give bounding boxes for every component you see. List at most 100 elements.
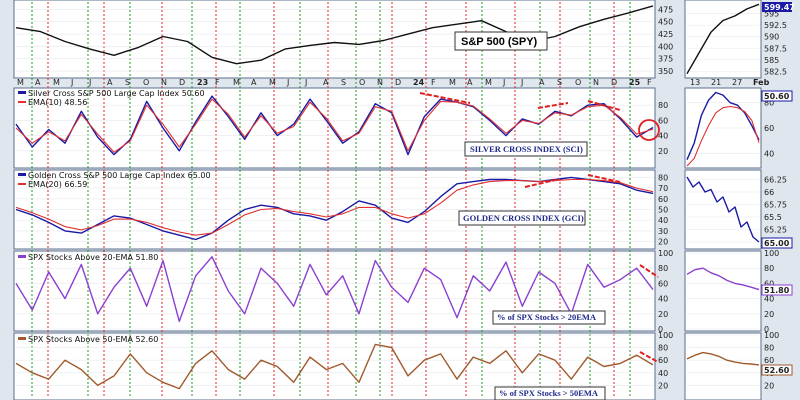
mini-x-label-3: Feb: [753, 78, 770, 87]
series-layer: [15, 3, 760, 390]
spy-last-value: 599.47: [764, 3, 795, 12]
y-tick-1-2: 587.5: [764, 44, 787, 53]
ema20-legend-main: SPX Stocks Above 20-EMA 51.80: [28, 253, 158, 262]
y-tick-9-4: 100: [764, 331, 779, 340]
month-label-9: D: [179, 78, 185, 87]
sci-legend: Silver Cross S&P 500 Large Cap Index 50.…: [18, 89, 205, 107]
y-tick-5-2: 65.5: [764, 213, 782, 222]
y-tick-2-0: 20: [658, 147, 668, 156]
month-label-7: O: [143, 78, 149, 87]
y-tick-3-1: 60: [764, 124, 774, 133]
month-label-16: J: [304, 78, 307, 87]
sci-legend-main: Silver Cross S&P 500 Large Cap Index 50.…: [28, 89, 205, 98]
trend-arrow-20ema: [639, 264, 659, 278]
month-label-5: A: [107, 78, 113, 87]
y-tick-5-3: 65.75: [764, 201, 787, 210]
y-tick-8-3: 80: [658, 344, 668, 353]
sci-label-box: SILVER CROSS INDEX (SCI): [464, 141, 588, 157]
y-tick-9-2: 60: [764, 356, 774, 365]
y-tick-0-1: 375: [658, 55, 673, 64]
month-label-35: F: [647, 78, 652, 87]
month-label-24: M: [449, 78, 456, 87]
ema20-last-value: 51.80: [764, 286, 790, 295]
gci-label-box: GOLDEN CROSS INDEX (GCI): [458, 210, 586, 226]
month-label-12: M: [233, 78, 240, 87]
ema50-label: % of SPX Stocks > 50EMA: [499, 388, 599, 398]
month-label-8: N: [161, 78, 167, 87]
month-label-18: S: [341, 78, 346, 87]
y-tick-4-4: 60: [658, 195, 668, 204]
y-tick-4-5: 70: [658, 184, 668, 193]
month-label-10: 23: [197, 78, 208, 87]
y-tick-7-1: 20: [764, 310, 774, 319]
y-tick-0-2: 400: [658, 42, 673, 51]
y-tick-8-0: 20: [658, 381, 668, 390]
y-tick-0-0: 350: [658, 67, 673, 76]
y-tick-6-1: 20: [658, 310, 668, 319]
y-tick-8-4: 100: [658, 331, 673, 340]
trend-arrow-gci-1: [524, 178, 561, 188]
mini-x-label-1: 21: [711, 78, 721, 87]
y-tick-8-1: 40: [658, 369, 668, 378]
y-tick-5-4: 66: [764, 188, 774, 197]
month-label-13: A: [251, 78, 257, 87]
ema50-last-value: 52.60: [764, 366, 790, 375]
month-label-28: J: [520, 78, 523, 87]
y-tick-0-4: 450: [658, 18, 673, 27]
month-label-23: F: [431, 78, 436, 87]
crossover-circle: [638, 119, 660, 141]
y-tick-1-0: 582.5: [764, 67, 787, 76]
y-tick-2-3: 80: [658, 101, 668, 110]
y-tick-7-0: 0: [764, 325, 769, 334]
cycle-marker-lines: [31, 2, 631, 398]
sci-legend-ema: EMA(10) 48.56: [28, 98, 87, 107]
month-label-2: M: [53, 78, 60, 87]
trend-arrow-sci-3: [587, 100, 621, 111]
trend-arrow-sci-2: [537, 102, 569, 109]
series-line-9-0: [686, 351, 760, 366]
trend-annotations: [419, 92, 660, 363]
y-tick-4-1: 30: [658, 227, 668, 236]
y-tick-4-3: 50: [658, 206, 668, 215]
month-label-14: M: [269, 78, 276, 87]
tick-labels: 350375400425450475582.5585587.5590592.55…: [658, 5, 787, 390]
y-tick-6-0: 0: [658, 325, 663, 334]
month-label-17: A: [323, 78, 329, 87]
y-tick-6-2: 40: [658, 295, 668, 304]
month-label-22: 24: [413, 78, 425, 87]
y-tick-2-2: 60: [658, 116, 668, 125]
ema50-legend-main: SPX Stocks Above 50-EMA 52.60: [28, 335, 158, 344]
y-tick-9-3: 80: [764, 344, 774, 353]
y-tick-4-0: 20: [658, 238, 668, 247]
gci-legend-main: Golden Cross S&P 500 Large Cap Index 65.…: [28, 171, 211, 180]
spy-title-box: S&P 500 (SPY): [454, 31, 548, 51]
y-tick-7-3: 60: [764, 279, 774, 288]
month-label-27: J: [502, 78, 505, 87]
gci-legend: Golden Cross S&P 500 Large Cap Index 65.…: [18, 171, 211, 189]
ema20-label-box: % of SPX Stocks > 20EMA: [492, 310, 606, 325]
series-line-5-0: [686, 176, 760, 243]
y-tick-7-5: 100: [764, 249, 779, 258]
month-label-32: N: [593, 78, 599, 87]
month-label-30: S: [557, 78, 562, 87]
trend-arrow-50ema: [639, 351, 659, 363]
spy-title: S&P 500 (SPY): [461, 36, 538, 48]
gci-last-value: 65.00: [764, 239, 790, 248]
trend-arrow-sci-1: [419, 92, 471, 104]
month-label-3: J: [70, 78, 73, 87]
month-label-19: O: [359, 78, 365, 87]
gci-legend-ema: EMA(20) 66.59: [28, 180, 87, 189]
month-label-6: S: [125, 78, 130, 87]
y-tick-9-0: 20: [764, 381, 774, 390]
month-axis: M A M J J A S O N D 23 F M A M J J A S O N D 24 F M A M J J A S O N D 25 F 1…: [17, 78, 770, 87]
y-tick-0-5: 475: [658, 5, 673, 14]
series-line-3-0: [686, 91, 760, 160]
series-line-6-0: [15, 256, 654, 323]
y-tick-1-3: 590: [764, 33, 779, 42]
series-line-3-1: [686, 105, 760, 167]
month-label-11: F: [215, 78, 220, 87]
y-tick-3-0: 40: [764, 149, 774, 158]
month-label-26: M: [485, 78, 492, 87]
mini-x-label-2: 27: [732, 78, 742, 87]
